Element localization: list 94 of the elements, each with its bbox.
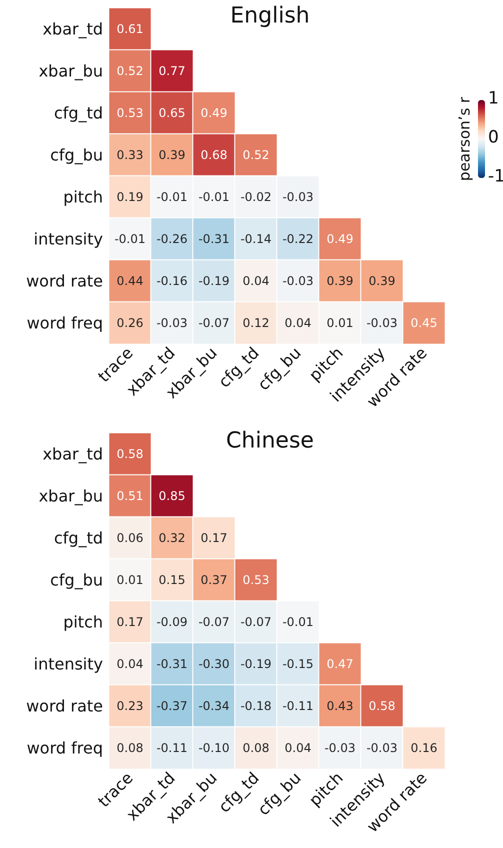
data-label: -0.31 (156, 657, 188, 671)
data-label: 0.39 (158, 148, 186, 162)
data-label: 0.37 (200, 573, 228, 587)
data-label: -0.30 (198, 657, 230, 671)
y-tick-label: pitch (63, 612, 103, 632)
y-tick-label: pitch (63, 188, 103, 206)
data-label: -0.26 (156, 232, 188, 246)
data-label: 0.39 (326, 274, 354, 288)
data-label: 0.12 (242, 316, 270, 330)
data-label: 0.08 (242, 741, 270, 755)
data-label: -0.01 (114, 232, 146, 246)
chart-title: English (230, 4, 310, 28)
data-label: -0.22 (282, 232, 314, 246)
data-label: -0.03 (282, 190, 314, 204)
data-label: 0.52 (242, 148, 270, 162)
data-label: 0.85 (158, 489, 186, 503)
y-tick-label: xbar_bu (38, 62, 103, 80)
y-tick-label: word rate (26, 272, 103, 290)
data-label: -0.01 (282, 615, 314, 629)
data-label: 0.47 (326, 657, 354, 671)
y-tick-label: xbar_td (42, 444, 103, 464)
data-label: 0.01 (326, 316, 354, 330)
data-label: -0.01 (198, 190, 230, 204)
data-label: 0.17 (116, 615, 144, 629)
data-label: 0.49 (200, 106, 228, 120)
data-label: -0.34 (198, 699, 230, 713)
color-bar-label: 0 (488, 128, 499, 148)
data-label: -0.18 (240, 699, 272, 713)
data-label: -0.11 (156, 741, 188, 755)
data-label: 0.53 (116, 106, 144, 120)
y-tick-label: intensity (34, 230, 103, 248)
data-label: 0.15 (158, 573, 186, 587)
data-label: 0.43 (326, 699, 354, 713)
data-label: 0.77 (158, 64, 186, 78)
data-label: -0.03 (282, 274, 314, 288)
data-label: 0.06 (116, 531, 144, 545)
y-tick-label: word freq (26, 314, 103, 332)
data-label: 0.04 (284, 741, 312, 755)
data-label: -0.03 (366, 741, 398, 755)
y-tick-label: word rate (26, 696, 103, 716)
data-label: 0.04 (116, 657, 144, 671)
data-label: 0.52 (116, 64, 144, 78)
data-label: 0.68 (200, 148, 228, 162)
data-label: -0.16 (156, 274, 188, 288)
y-tick-label: word freq (26, 738, 103, 758)
chart-title: Chinese (226, 428, 314, 454)
data-label: 0.33 (116, 148, 144, 162)
data-label: 0.58 (368, 699, 396, 713)
data-label: 0.49 (326, 232, 354, 246)
data-label: 0.23 (116, 699, 144, 713)
data-label: -0.31 (198, 232, 230, 246)
data-label: -0.09 (156, 615, 188, 629)
data-label: -0.03 (156, 316, 188, 330)
data-label: 0.26 (116, 316, 144, 330)
data-label: 0.32 (158, 531, 186, 545)
data-label: -0.02 (240, 190, 272, 204)
data-label: -0.07 (198, 615, 230, 629)
data-label: -0.03 (366, 316, 398, 330)
data-label: -0.37 (156, 699, 188, 713)
data-label: 0.65 (158, 106, 186, 120)
color-bar-label: -1 (488, 166, 503, 186)
data-label: 0.08 (116, 741, 144, 755)
data-label: 0.45 (410, 316, 438, 330)
y-tick-label: intensity (34, 654, 103, 674)
data-label: 0.53 (242, 573, 270, 587)
data-label: 0.04 (242, 274, 270, 288)
data-label: -0.10 (198, 741, 230, 755)
data-label: -0.01 (156, 190, 188, 204)
data-label: -0.19 (240, 657, 272, 671)
data-label: -0.15 (282, 657, 314, 671)
data-label: 0.01 (116, 573, 144, 587)
data-label: -0.03 (324, 741, 356, 755)
data-label: -0.14 (240, 232, 272, 246)
color-bar-label: 1 (488, 88, 499, 108)
data-label: -0.11 (282, 699, 314, 713)
y-tick-label: cfg_td (54, 528, 103, 548)
data-label: 0.51 (116, 489, 144, 503)
data-label: 0.44 (116, 274, 144, 288)
data-label: 0.04 (284, 316, 312, 330)
y-tick-label: cfg_bu (50, 570, 103, 590)
y-tick-label: xbar_bu (38, 486, 103, 506)
data-label: 0.61 (116, 22, 144, 36)
data-label: 0.39 (368, 274, 396, 288)
data-label: -0.07 (240, 615, 272, 629)
y-tick-label: cfg_bu (50, 146, 103, 164)
y-tick-label: xbar_td (42, 20, 103, 38)
data-label: -0.19 (198, 274, 230, 288)
y-tick-label: cfg_td (54, 104, 103, 122)
color-bar-title: pearson’s r (456, 96, 474, 182)
data-label: 0.16 (410, 741, 438, 755)
data-label: 0.58 (116, 447, 144, 461)
data-label: 0.17 (200, 531, 228, 545)
data-label: 0.19 (116, 190, 144, 204)
data-label: -0.07 (198, 316, 230, 330)
